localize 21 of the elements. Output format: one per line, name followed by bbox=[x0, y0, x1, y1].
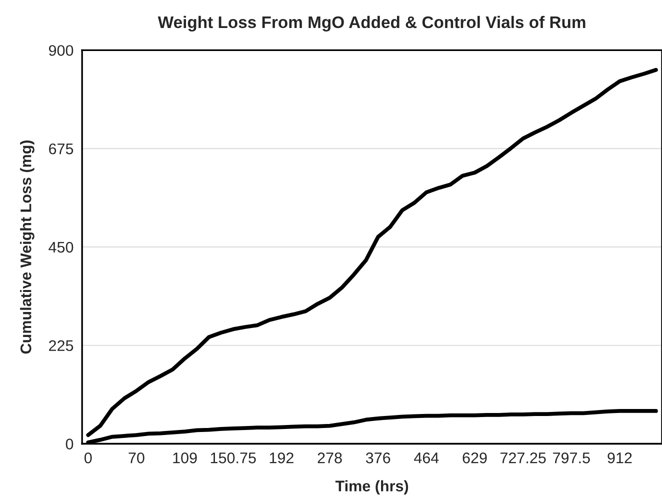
chart-title: Weight Loss From MgO Added & Control Vials of Rum bbox=[158, 16, 586, 32]
x-tick-label: 0 bbox=[84, 452, 92, 464]
x-tick-label: 150.75 bbox=[210, 452, 256, 464]
y-tick-label: 675 bbox=[49, 143, 74, 154]
x-tick-label: 629 bbox=[462, 452, 487, 464]
y-tick-label: 450 bbox=[48, 242, 74, 253]
y-tick-label: 900 bbox=[48, 45, 74, 56]
x-tick-label: 376 bbox=[366, 452, 390, 464]
x-tick-label: 70 bbox=[128, 452, 144, 464]
x-tick-label: 912 bbox=[608, 452, 632, 464]
y-tick-label: 0 bbox=[66, 438, 74, 450]
x-axis-title: Time (hrs) bbox=[335, 480, 408, 494]
x-tick-label: 797.5 bbox=[553, 452, 590, 464]
y-axis-title: Cumulative Weight Loss (mg) bbox=[20, 140, 34, 354]
x-tick-label: 109 bbox=[173, 452, 197, 464]
x-tick-label: 278 bbox=[318, 452, 342, 464]
y-tick-label: 225 bbox=[49, 340, 74, 352]
x-tick-label: 464 bbox=[414, 452, 439, 464]
x-tick-label: 727.25 bbox=[500, 452, 546, 464]
line-series bbox=[86, 68, 658, 437]
x-tick-label: 192 bbox=[270, 452, 294, 464]
